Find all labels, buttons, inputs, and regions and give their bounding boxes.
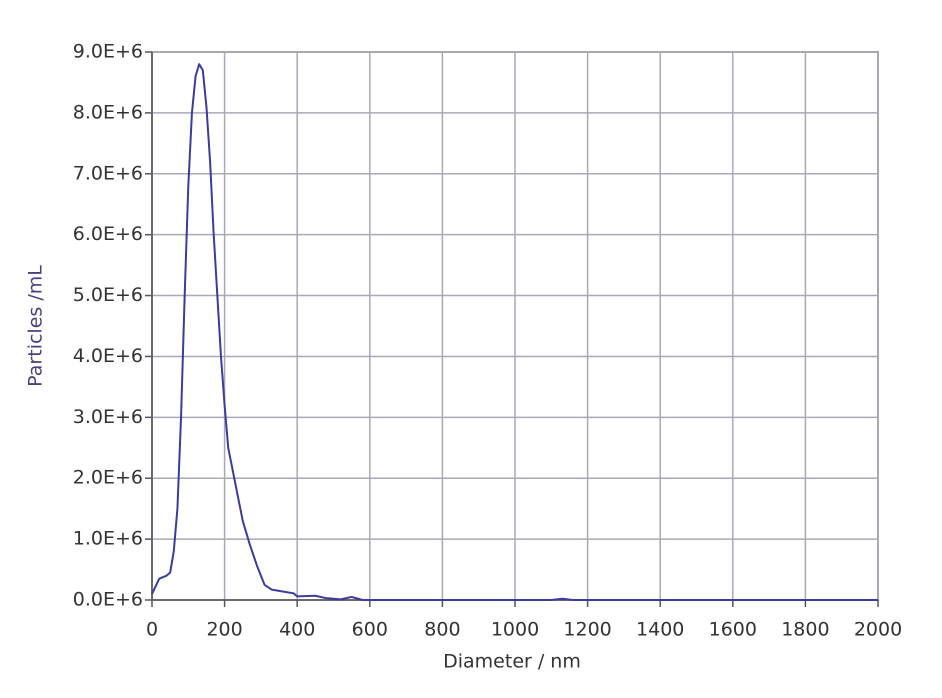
- x-tick-label: 1200: [563, 619, 611, 641]
- y-tick-label: 9.0E+6: [73, 41, 143, 63]
- y-axis-label: Particles /mL: [25, 265, 47, 387]
- y-tick-label: 3.0E+6: [73, 406, 143, 428]
- y-tick-label: 8.0E+6: [73, 101, 143, 123]
- x-tick-label: 800: [424, 619, 460, 641]
- x-tick-label: 1400: [636, 619, 684, 641]
- x-axis-label: Diameter / nm: [443, 651, 581, 673]
- x-tick-label: 0: [146, 619, 158, 641]
- y-tick-label: 7.0E+6: [73, 162, 143, 184]
- x-tick-label: 400: [279, 619, 315, 641]
- y-tick-label: 1.0E+6: [73, 528, 143, 550]
- x-tick-label: 1600: [709, 619, 757, 641]
- x-tick-label: 2000: [854, 619, 902, 641]
- x-tick-label: 600: [352, 619, 388, 641]
- y-tick-label: 6.0E+6: [73, 223, 143, 245]
- data-line: [151, 63, 878, 601]
- x-tick-label: 1000: [491, 619, 539, 641]
- y-tick-label: 4.0E+6: [73, 345, 143, 367]
- x-tick-label: 200: [206, 619, 242, 641]
- y-tick-label: 0.0E+6: [73, 589, 143, 611]
- x-tick-label: 1800: [781, 619, 829, 641]
- y-tick-label: 2.0E+6: [73, 467, 143, 489]
- y-tick-label: 5.0E+6: [73, 284, 143, 306]
